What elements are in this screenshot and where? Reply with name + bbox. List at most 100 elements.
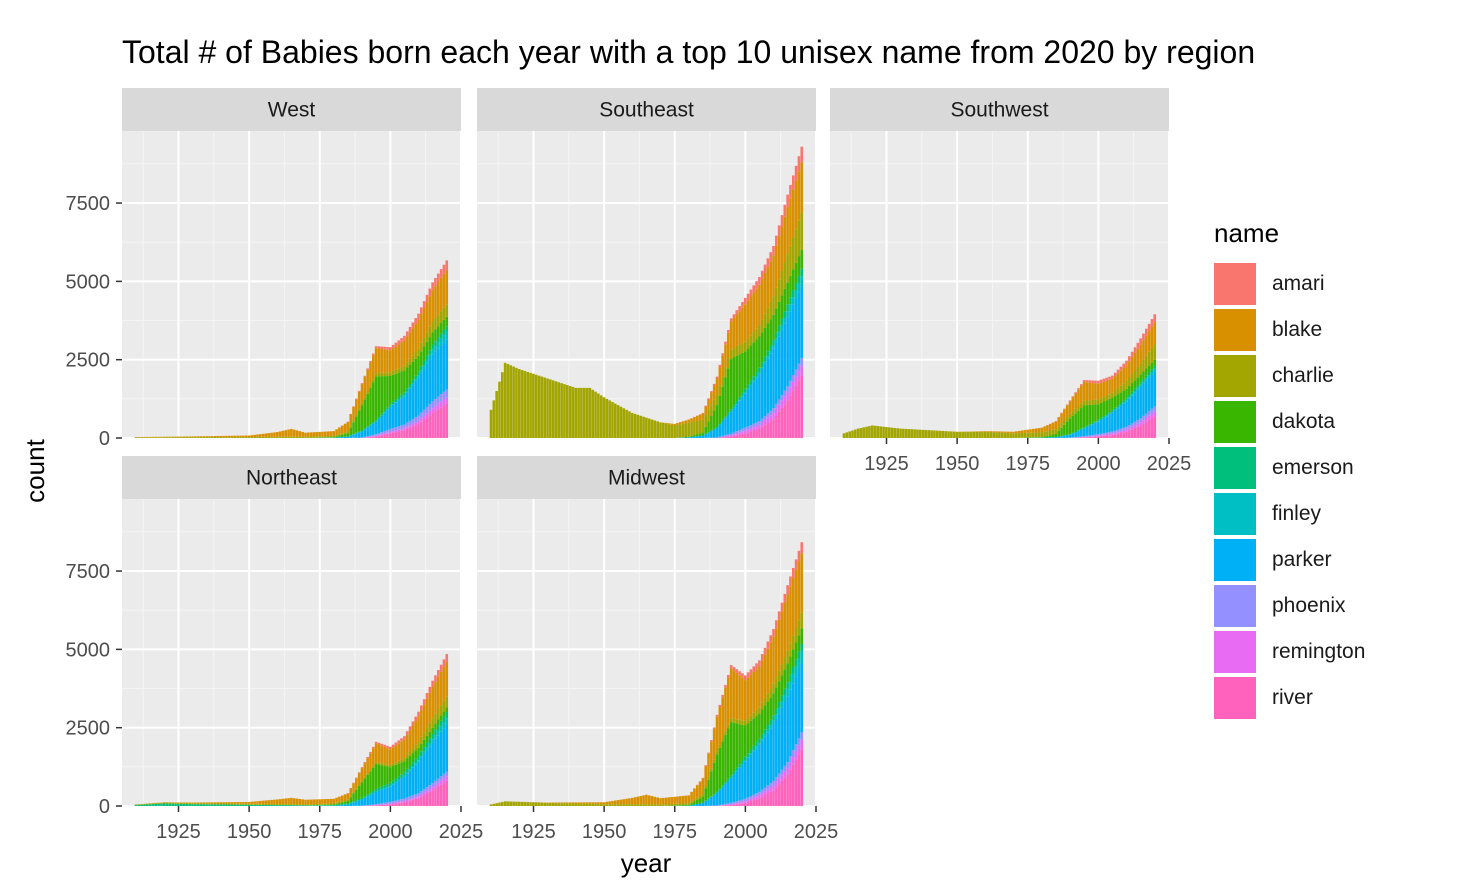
bar-segment-emerson xyxy=(1074,431,1077,433)
bar-segment-blake xyxy=(684,795,688,804)
bar-segment-blake xyxy=(216,436,220,438)
bar-segment-phoenix xyxy=(403,798,406,801)
bar-segment-dakota xyxy=(1091,404,1094,423)
bar-segment-river xyxy=(752,800,756,806)
bar-segment-phoenix xyxy=(758,421,761,425)
bar-segment-finley xyxy=(408,769,412,771)
bar-segment-charlie xyxy=(845,432,849,438)
bar-segment-blake xyxy=(642,795,645,805)
bar-segment-finley xyxy=(425,747,429,751)
bar-segment-dakota xyxy=(1128,385,1131,396)
bar-segment-river xyxy=(794,385,798,438)
bar-segment-remington xyxy=(741,801,744,804)
bar-segment-charlie xyxy=(701,419,705,433)
bar-segment-blake xyxy=(667,423,671,425)
bar-segment-emerson xyxy=(1150,369,1154,372)
bar-segment-blake xyxy=(777,236,781,280)
bar-segment-charlie xyxy=(397,760,401,764)
bar-segment-parker xyxy=(405,392,409,423)
bar-segment-emerson xyxy=(1085,425,1089,427)
bar-segment-blake xyxy=(766,267,770,308)
bar-segment-charlie xyxy=(947,431,950,438)
bar-segment-emerson xyxy=(213,804,217,806)
legend-label: river xyxy=(1272,686,1313,709)
bar-segment-dakota xyxy=(749,720,753,750)
bar-segment-river xyxy=(789,769,792,806)
bar-segment-remington xyxy=(417,420,420,424)
bar-segment-remington xyxy=(791,381,795,391)
bar-segment-parker xyxy=(403,776,406,799)
bar-segment-phoenix xyxy=(374,434,378,436)
bar-segment-amari xyxy=(442,659,446,667)
bar-segment-charlie xyxy=(543,377,546,438)
bar-segment-blake xyxy=(391,747,395,764)
bar-segment-charlie xyxy=(495,803,498,806)
bar-segment-phoenix xyxy=(1096,434,1100,436)
bar-segment-blake xyxy=(1128,361,1131,378)
bar-segment-charlie xyxy=(628,411,631,438)
bar-segment-parker xyxy=(746,757,750,798)
bar-segment-charlie xyxy=(414,351,417,359)
bar-segment-river xyxy=(791,390,795,438)
bar-segment-amari xyxy=(794,165,798,181)
bar-segment-parker xyxy=(755,748,758,794)
bar-segment-blake xyxy=(1099,382,1103,399)
bar-segment-phoenix xyxy=(721,804,724,806)
bar-segment-blake xyxy=(772,636,775,684)
bar-segment-dakota xyxy=(1034,437,1038,438)
bar-segment-phoenix xyxy=(1147,411,1151,416)
bar-segment-emerson xyxy=(800,644,804,651)
bar-segment-charlie xyxy=(597,393,600,438)
bar-segment-charlie xyxy=(619,804,623,806)
bar-segment-river xyxy=(724,437,727,438)
bar-segment-amari xyxy=(1113,372,1117,377)
bar-segment-amari xyxy=(786,194,789,208)
bar-segment-dakota xyxy=(431,727,434,734)
bar-segment-blake xyxy=(580,802,583,804)
bar-segment-phoenix xyxy=(391,428,395,432)
bar-segment-phoenix xyxy=(439,776,443,781)
bar-segment-phoenix xyxy=(357,437,361,438)
bar-segment-remington xyxy=(403,800,406,803)
bar-segment-charlie xyxy=(1113,390,1117,396)
bar-segment-parker xyxy=(400,778,403,800)
bar-segment-charlie xyxy=(938,430,942,438)
bar-segment-blake xyxy=(616,800,620,805)
bar-segment-river xyxy=(738,434,741,438)
bar-segment-phoenix xyxy=(380,803,384,805)
bar-segment-blake xyxy=(219,802,223,804)
bar-segment-dakota xyxy=(425,735,429,743)
bar-segment-parker xyxy=(693,436,696,438)
bar-segment-finley xyxy=(397,779,401,781)
bar-segment-parker xyxy=(769,353,772,411)
bar-segment-dakota xyxy=(374,764,378,790)
bar-segment-phoenix xyxy=(1111,431,1114,434)
bar-segment-amari xyxy=(434,675,437,682)
bar-segment-parker xyxy=(780,329,784,396)
bar-segment-blake xyxy=(343,794,347,801)
bar-segment-parker xyxy=(1119,406,1123,429)
bar-segment-charlie xyxy=(704,785,708,789)
legend-key-swatch xyxy=(1214,309,1256,351)
bar-segment-phoenix xyxy=(769,783,772,788)
bar-segment-blake xyxy=(1080,385,1083,404)
x-tick-label: 1975 xyxy=(298,821,343,843)
bar-segment-charlie xyxy=(746,718,750,724)
bar-segment-remington xyxy=(729,435,733,437)
bar-segment-blake xyxy=(797,171,801,221)
bar-segment-charlie xyxy=(239,803,242,805)
bar-segment-charlie xyxy=(312,804,316,806)
bar-segment-charlie xyxy=(755,710,758,716)
bar-segment-charlie xyxy=(321,436,324,438)
bar-segment-blake xyxy=(681,421,685,424)
bar-segment-charlie xyxy=(292,804,296,806)
bar-segment-blake xyxy=(408,730,412,752)
bar-segment-finley xyxy=(436,342,440,349)
bar-segment-remington xyxy=(411,798,415,800)
bar-segment-phoenix xyxy=(360,437,364,438)
bar-segment-dakota xyxy=(400,762,403,775)
bar-segment-dakota xyxy=(1060,427,1063,436)
bar-segment-amari xyxy=(791,567,795,579)
x-axis-label: year xyxy=(621,848,672,878)
bar-segment-emerson xyxy=(148,804,152,806)
